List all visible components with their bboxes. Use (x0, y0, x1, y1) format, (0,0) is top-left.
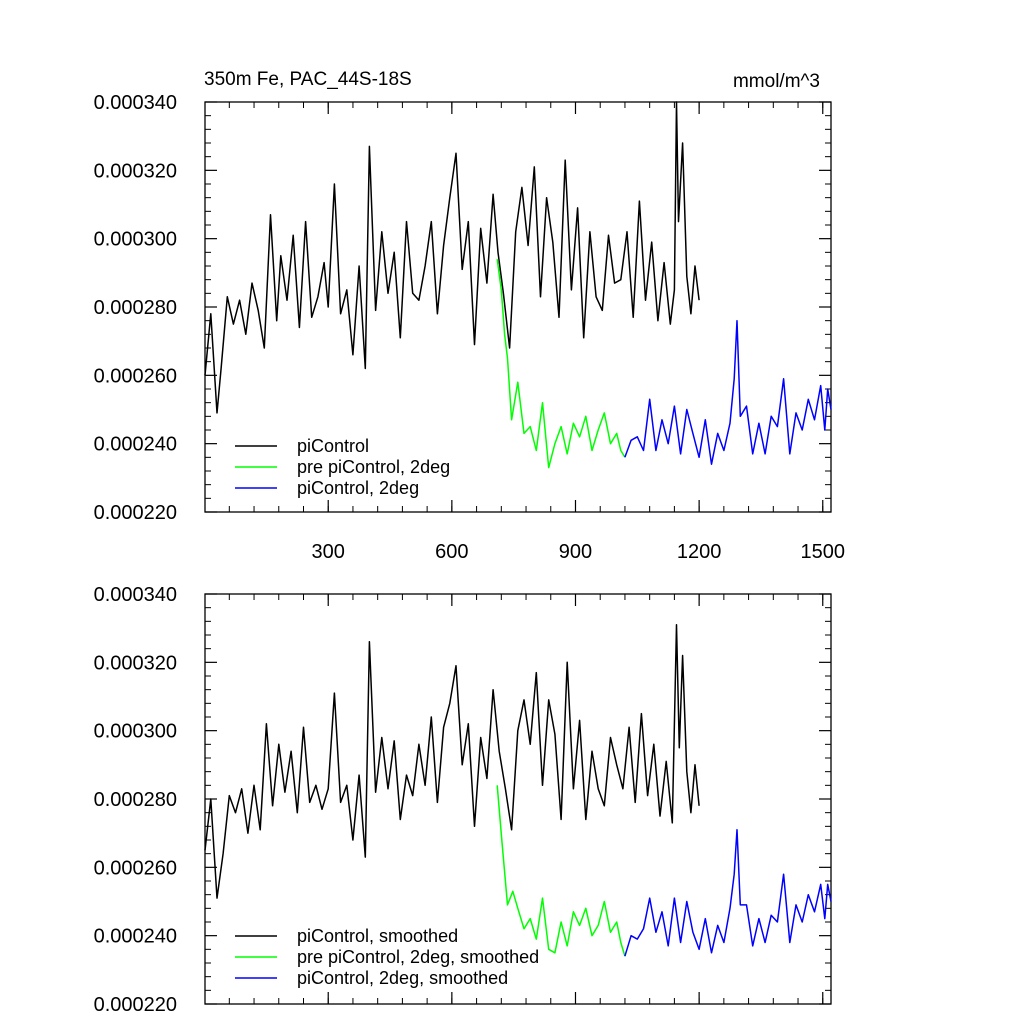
bottom-series-line-picontrol-2deg-smoothed (624, 829, 832, 957)
top-panel: 350m Fe, PAC_44S-18S mmol/m^3 0.0002200.… (94, 69, 845, 563)
bottom-y-tick-label: 0.000260 (94, 857, 177, 879)
top-y-tick-label: 0.000320 (94, 160, 177, 182)
top-series-line-pre-picontrol-2deg (496, 259, 626, 469)
top-x-tick-label: 1200 (677, 541, 722, 563)
bottom-panel: 0.000220 0.000240 0.000260 0.000280 0.000300… (94, 584, 832, 1016)
top-legend-label: piControl (297, 436, 369, 456)
top-panel-units: mmol/m^3 (733, 71, 820, 92)
bottom-y-tick-label: 0.000220 (94, 994, 177, 1016)
bottom-series-line-picontrol-smoothed (204, 624, 700, 899)
top-legend-label: pre piControl, 2deg (297, 457, 450, 477)
top-series-line-picontrol-2deg (624, 319, 832, 465)
top-y-tick-label: 0.000240 (94, 434, 177, 456)
bottom-legend-label: piControl, 2deg, smoothed (297, 968, 508, 988)
top-panel-plot-area: 0.000220 0.000240 0.000260 0.000280 0.000300… (94, 92, 845, 563)
top-y-tick-label: 0.000340 (94, 92, 177, 114)
top-panel-title: 350m Fe, PAC_44S-18S (204, 69, 412, 90)
bottom-y-tick-label: 0.000280 (94, 789, 177, 811)
top-y-tick-label: 0.000260 (94, 365, 177, 387)
bottom-panel-plot-area: 0.000220 0.000240 0.000260 0.000280 0.000300… (94, 584, 832, 1016)
top-series-line-picontrol (204, 101, 700, 414)
bottom-legend-label: piControl, smoothed (297, 926, 458, 946)
bottom-y-tick-label: 0.000320 (94, 652, 177, 674)
top-legend-label: piControl, 2deg (297, 478, 419, 498)
top-y-tick-label: 0.000220 (94, 502, 177, 524)
bottom-series-line-pre-picontrol-2deg-smoothed (496, 785, 626, 957)
top-x-tick-label: 900 (559, 541, 592, 563)
bottom-y-tick-label: 0.000340 (94, 584, 177, 606)
bottom-y-tick-label: 0.000300 (94, 721, 177, 743)
bottom-y-tick-label: 0.000240 (94, 926, 177, 948)
top-y-tick-label: 0.000300 (94, 229, 177, 251)
bottom-legend-label: pre piControl, 2deg, smoothed (297, 947, 539, 967)
top-x-tick-label: 600 (435, 541, 468, 563)
top-x-tick-label: 300 (312, 541, 345, 563)
top-x-tick-label: 1500 (801, 541, 846, 563)
top-y-tick-label: 0.000280 (94, 297, 177, 319)
